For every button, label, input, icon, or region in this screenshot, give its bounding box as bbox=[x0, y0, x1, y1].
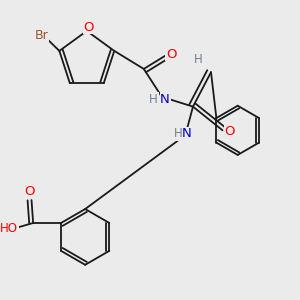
Text: HO: HO bbox=[0, 222, 18, 236]
Text: O: O bbox=[25, 185, 35, 198]
Text: H: H bbox=[194, 53, 202, 66]
Text: O: O bbox=[166, 48, 176, 61]
Text: O: O bbox=[224, 125, 235, 138]
Text: Br: Br bbox=[34, 28, 48, 42]
Text: O: O bbox=[83, 20, 94, 34]
Text: H: H bbox=[173, 128, 182, 140]
Text: N: N bbox=[182, 128, 192, 140]
Text: H: H bbox=[149, 93, 158, 106]
Text: N: N bbox=[160, 93, 170, 106]
